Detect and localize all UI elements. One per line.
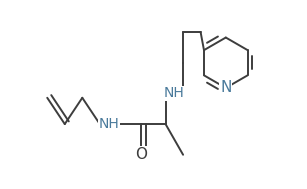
Text: N: N — [220, 81, 231, 95]
Text: O: O — [135, 147, 147, 162]
Text: NH: NH — [98, 117, 119, 131]
Text: NH: NH — [164, 86, 185, 100]
